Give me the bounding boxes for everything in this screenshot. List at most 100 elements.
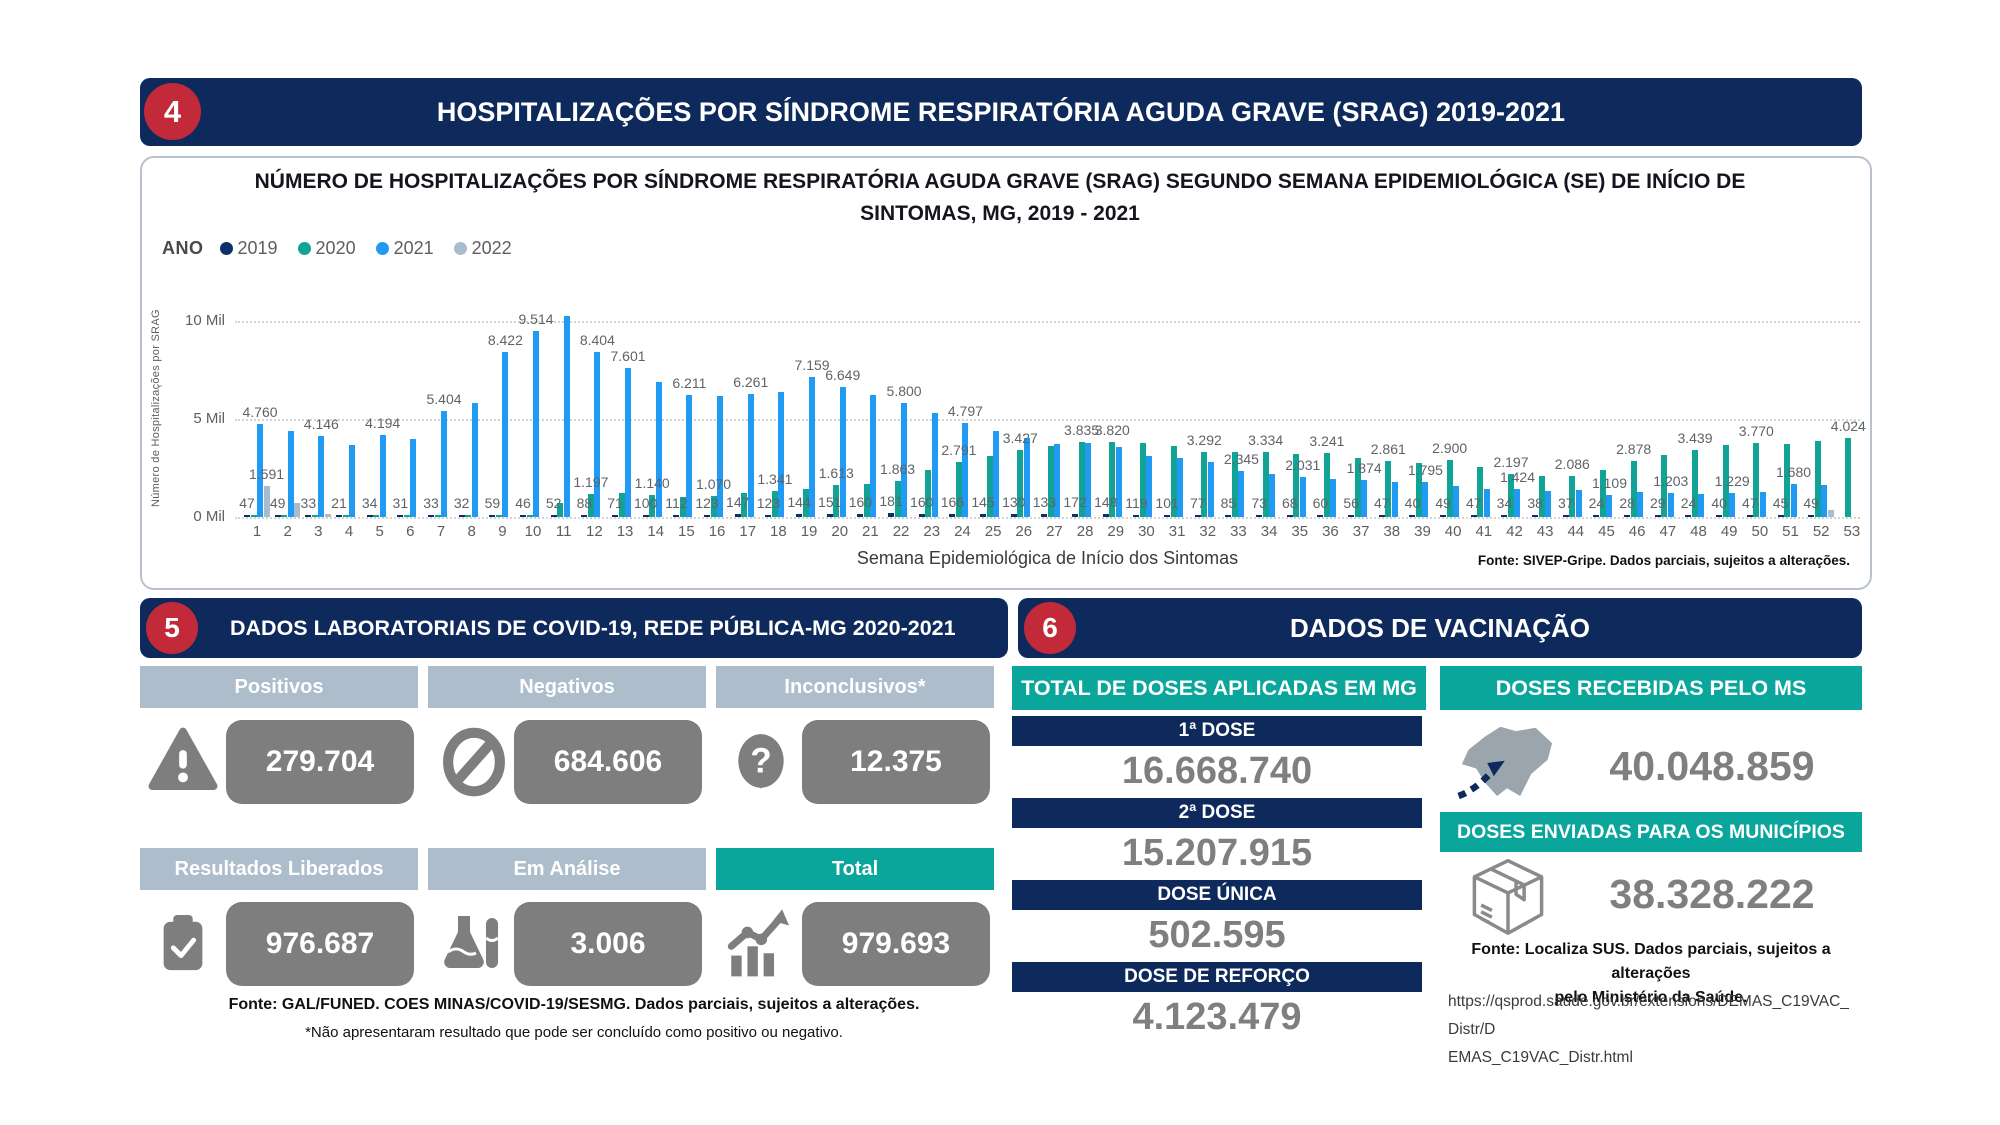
bar-2019-week36[interactable] xyxy=(1317,515,1324,517)
bar-2021-week10[interactable] xyxy=(533,330,540,517)
bar-2020-week7[interactable] xyxy=(434,515,441,517)
vax-url-line1[interactable]: https://qsprod.saude.gov.br/extensions/D… xyxy=(1448,993,1849,1038)
bar-2021-week14[interactable] xyxy=(655,381,662,517)
bar-2020-week35[interactable] xyxy=(1293,454,1300,517)
bar-2019-week44[interactable] xyxy=(1562,515,1569,517)
bar-2020-week4[interactable] xyxy=(342,515,349,517)
bar-2021-week13[interactable] xyxy=(625,368,632,517)
bar-2021-week37[interactable] xyxy=(1361,480,1368,517)
bar-2021-week45[interactable] xyxy=(1606,495,1613,517)
bar-2021-week21[interactable] xyxy=(870,395,877,517)
bar-2020-week43[interactable] xyxy=(1538,475,1545,517)
bar-2019-week39[interactable] xyxy=(1409,515,1416,517)
bar-2020-week1[interactable] xyxy=(250,515,257,517)
bar-2019-week51[interactable] xyxy=(1777,515,1784,517)
bar-2020-week31[interactable] xyxy=(1170,446,1177,517)
bar-2021-week46[interactable] xyxy=(1637,491,1644,517)
bar-2019-week11[interactable] xyxy=(550,515,557,517)
bar-2020-week33[interactable] xyxy=(1231,452,1238,517)
bar-2020-week29[interactable] xyxy=(1109,442,1116,517)
bar-2021-week1[interactable] xyxy=(257,423,263,517)
bar-2020-week41[interactable] xyxy=(1477,467,1484,517)
bar-2021-week24[interactable] xyxy=(962,422,969,517)
bar-2020-week18[interactable] xyxy=(771,490,778,517)
bar-2020-week14[interactable] xyxy=(649,494,656,517)
bar-2021-week30[interactable] xyxy=(1146,456,1153,517)
bar-2020-week48[interactable] xyxy=(1691,449,1698,517)
bar-2020-week20[interactable] xyxy=(833,485,840,517)
bar-2019-week48[interactable] xyxy=(1685,515,1692,517)
bar-2019-week28[interactable] xyxy=(1072,513,1079,517)
vax-url-line2[interactable]: EMAS_C19VAC_Distr.html xyxy=(1448,1048,1633,1066)
bar-2019-week32[interactable] xyxy=(1194,515,1201,517)
bar-2021-week11[interactable] xyxy=(563,316,570,517)
bar-2019-week23[interactable] xyxy=(918,513,925,517)
bar-2020-week27[interactable] xyxy=(1047,446,1054,517)
bar-2021-week6[interactable] xyxy=(410,438,417,517)
bar-2020-week8[interactable] xyxy=(465,515,472,517)
bar-2020-week36[interactable] xyxy=(1323,453,1330,517)
bar-2020-week28[interactable] xyxy=(1078,441,1085,517)
bar-2019-week1[interactable] xyxy=(244,515,250,517)
bar-2019-week2[interactable] xyxy=(274,515,281,517)
bar-2020-week52[interactable] xyxy=(1814,440,1821,517)
bar-2021-week32[interactable] xyxy=(1207,462,1214,517)
bar-2019-week4[interactable] xyxy=(336,515,342,517)
legend-item-2019[interactable]: 2019 xyxy=(219,238,278,259)
legend-item-2022[interactable]: 2022 xyxy=(453,238,512,259)
bar-2019-week31[interactable] xyxy=(1164,515,1171,517)
bar-2019-week30[interactable] xyxy=(1133,514,1140,517)
bar-2020-week45[interactable] xyxy=(1599,469,1606,517)
bar-2021-week20[interactable] xyxy=(839,386,846,517)
bar-2020-week30[interactable] xyxy=(1139,442,1146,517)
bar-2021-week8[interactable] xyxy=(471,403,478,517)
bar-2021-week38[interactable] xyxy=(1391,481,1398,517)
bar-2019-week7[interactable] xyxy=(428,515,435,517)
bar-2020-week21[interactable] xyxy=(863,483,870,517)
bar-2020-week37[interactable] xyxy=(1354,458,1361,517)
bar-2019-week21[interactable] xyxy=(857,513,864,517)
bar-2020-week23[interactable] xyxy=(925,469,932,517)
bar-2019-week27[interactable] xyxy=(1041,514,1048,517)
bar-2021-week7[interactable] xyxy=(441,411,448,517)
bar-2021-week29[interactable] xyxy=(1115,447,1122,517)
bar-2021-week4[interactable] xyxy=(349,445,355,517)
bar-2019-week33[interactable] xyxy=(1225,515,1232,517)
bar-2019-week22[interactable] xyxy=(888,513,895,517)
bar-2019-week45[interactable] xyxy=(1593,515,1600,517)
bar-2021-week9[interactable] xyxy=(502,351,509,517)
bar-2020-week16[interactable] xyxy=(710,496,717,517)
bar-2020-week11[interactable] xyxy=(557,503,564,517)
bar-2021-week5[interactable] xyxy=(379,434,386,517)
bar-2019-week12[interactable] xyxy=(581,515,588,517)
bar-2021-week50[interactable] xyxy=(1759,491,1766,517)
bar-2020-week6[interactable] xyxy=(403,515,410,517)
bar-2020-week32[interactable] xyxy=(1201,452,1208,517)
bar-2020-week40[interactable] xyxy=(1446,460,1453,517)
bar-2020-week49[interactable] xyxy=(1722,445,1729,517)
bar-2019-week43[interactable] xyxy=(1532,515,1539,517)
bar-2021-week35[interactable] xyxy=(1299,477,1306,517)
bar-2019-week8[interactable] xyxy=(458,515,465,517)
bar-2020-week53[interactable] xyxy=(1845,438,1852,517)
bar-2020-week22[interactable] xyxy=(894,480,901,517)
bar-2020-week42[interactable] xyxy=(1507,473,1514,517)
bar-2020-week34[interactable] xyxy=(1262,451,1269,517)
bar-2021-week26[interactable] xyxy=(1023,437,1030,517)
bar-2021-week22[interactable] xyxy=(901,403,908,517)
bar-2019-week34[interactable] xyxy=(1256,515,1263,517)
bar-2022-week2[interactable] xyxy=(294,503,301,517)
bar-2021-week42[interactable] xyxy=(1514,489,1521,517)
bar-2020-week15[interactable] xyxy=(679,497,686,517)
bar-2020-week46[interactable] xyxy=(1630,460,1637,517)
bar-2019-week41[interactable] xyxy=(1470,515,1477,517)
bar-2021-week44[interactable] xyxy=(1575,489,1582,517)
bar-2019-week26[interactable] xyxy=(1010,514,1017,517)
bar-2020-week47[interactable] xyxy=(1661,455,1668,517)
legend-item-2021[interactable]: 2021 xyxy=(375,238,434,259)
bar-2021-week17[interactable] xyxy=(747,394,754,517)
bar-2019-week49[interactable] xyxy=(1716,515,1723,517)
bar-2019-week35[interactable] xyxy=(1286,515,1293,517)
bar-2020-week26[interactable] xyxy=(1017,449,1024,517)
bar-2021-week49[interactable] xyxy=(1729,492,1736,517)
